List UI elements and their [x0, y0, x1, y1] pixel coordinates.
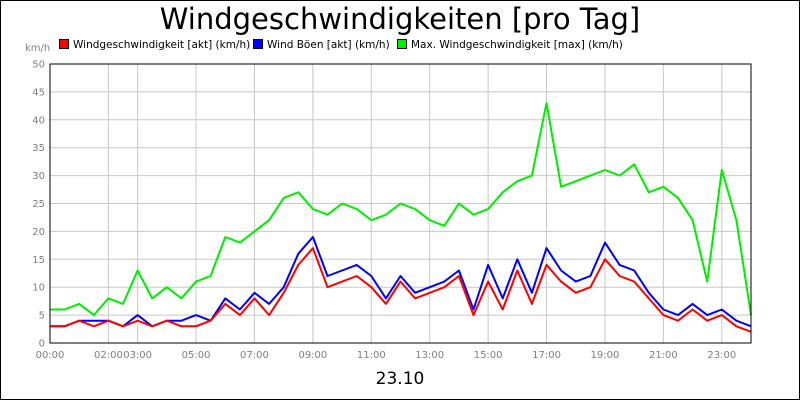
y-tick-label: 50 [32, 60, 45, 71]
legend-swatch-gusts [253, 39, 263, 49]
y-tick-label: 30 [32, 171, 45, 182]
x-tick-label: 07:00 [240, 350, 269, 361]
x-tick-label: 13:00 [415, 350, 444, 361]
series-line-0 [50, 247, 752, 333]
legend-item-wind-speed: Windgeschwindigkeit [akt] (km/h) [59, 39, 250, 51]
x-tick-label: 19:00 [591, 350, 620, 361]
series-line-2 [50, 102, 752, 317]
x-tick-label: 05:00 [182, 350, 211, 361]
legend-label-max-speed: Max. Windgeschwindigkeit [max] (km/h) [411, 39, 623, 51]
chart-title: Windgeschwindigkeiten [pro Tag] [159, 2, 641, 36]
x-axis-date-label: 23.10 [375, 369, 425, 389]
legend-swatch-wind-speed [59, 39, 69, 49]
legend-item-gusts: Wind Böen [akt] (km/h) [253, 39, 390, 51]
x-tick-label: 11:00 [357, 350, 386, 361]
x-tick-label: 03:00 [123, 350, 152, 361]
y-tick-label: 35 [32, 143, 45, 154]
legend-item-max-speed: Max. Windgeschwindigkeit [max] (km/h) [397, 39, 623, 51]
x-tick-label: 09:00 [298, 350, 327, 361]
legend-label-gusts: Wind Böen [akt] (km/h) [267, 39, 390, 51]
y-tick-label: 5 [39, 311, 45, 322]
legend-label-wind-speed: Windgeschwindigkeit [akt] (km/h) [73, 39, 251, 51]
y-tick-label: 20 [32, 227, 45, 238]
plot-border [49, 63, 752, 344]
x-tick-label: 21:00 [649, 350, 678, 361]
y-axis-unit: km/h [25, 43, 51, 54]
x-tick-label: 02:00 [94, 350, 123, 361]
y-tick-label: 15 [32, 255, 45, 266]
y-tick-label: 45 [32, 87, 45, 98]
x-tick-label: 00:00 [36, 350, 65, 361]
legend-swatch-max-speed [397, 39, 407, 49]
x-tick-label: 15:00 [474, 350, 503, 361]
y-tick-label: 10 [32, 283, 45, 294]
y-tick-label: 0 [39, 339, 45, 350]
x-tick-label: 17:00 [532, 350, 561, 361]
y-tick-label: 25 [32, 199, 45, 210]
x-tick-label: 23:00 [707, 350, 736, 361]
y-tick-label: 40 [32, 115, 45, 126]
